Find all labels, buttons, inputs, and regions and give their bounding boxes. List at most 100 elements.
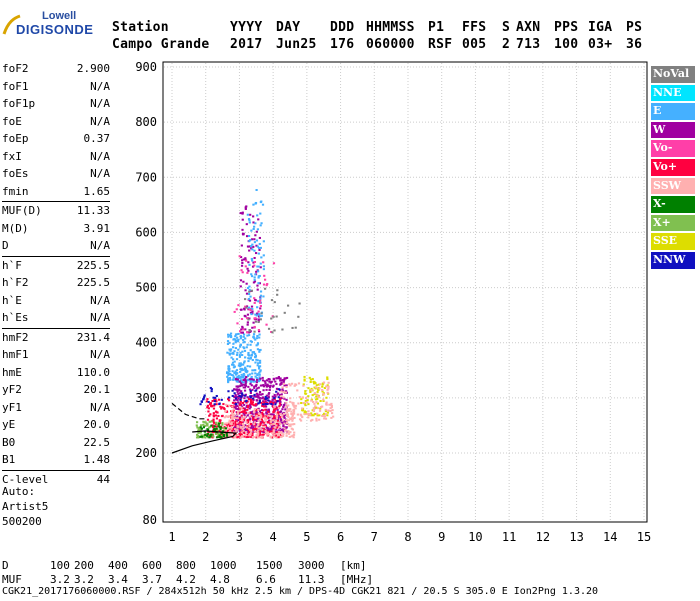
data-point-xminus bbox=[225, 433, 228, 436]
data-point-w bbox=[285, 376, 289, 379]
data-point-voplus bbox=[277, 411, 280, 414]
data-point-ssw bbox=[275, 436, 278, 439]
data-point-w bbox=[248, 418, 251, 421]
data-point-w bbox=[255, 230, 258, 233]
data-point-voplus bbox=[212, 426, 215, 429]
data-point-xminus bbox=[213, 425, 216, 428]
data-point-e bbox=[253, 249, 256, 252]
data-point-ssw bbox=[302, 401, 305, 404]
header-value-cell-0: Campo Grande bbox=[112, 37, 210, 52]
data-point-w bbox=[249, 391, 252, 394]
data-point-sse bbox=[303, 378, 306, 381]
data-point-w bbox=[254, 234, 257, 237]
data-point-sse bbox=[306, 399, 309, 402]
data-point-e bbox=[230, 356, 233, 359]
data-point-ssw bbox=[301, 407, 304, 410]
logo-line1: Lowell bbox=[42, 10, 77, 22]
plot-frame bbox=[162, 61, 648, 523]
data-point-w bbox=[280, 428, 283, 431]
data-point-e bbox=[254, 380, 257, 383]
data-point-ssw bbox=[289, 407, 292, 410]
data-point-voplus bbox=[247, 429, 251, 432]
data-point-sse bbox=[312, 414, 315, 417]
data-point-ssw bbox=[256, 436, 259, 439]
data-point-ssw bbox=[227, 421, 231, 424]
data-point-w bbox=[250, 238, 254, 241]
data-point-e bbox=[262, 240, 265, 243]
data-point-e bbox=[226, 351, 229, 354]
data-point-sse bbox=[315, 395, 318, 398]
data-point-e bbox=[227, 367, 230, 370]
data-point-w bbox=[256, 312, 259, 315]
data-point-voplus bbox=[208, 403, 212, 406]
data-point-e bbox=[258, 361, 262, 364]
data-point-nnw bbox=[233, 392, 236, 395]
data-point-w bbox=[253, 280, 257, 283]
data-point-voplus bbox=[269, 400, 272, 403]
data-point-w bbox=[235, 395, 238, 398]
data-point-w bbox=[281, 412, 284, 415]
data-point-w bbox=[239, 212, 242, 215]
data-point-w bbox=[244, 427, 247, 430]
data-point-voplus bbox=[243, 432, 246, 435]
data-point-ssw bbox=[223, 416, 226, 419]
data-point-xplus bbox=[212, 435, 215, 438]
data-point-ssw bbox=[315, 419, 318, 422]
data-point-w bbox=[264, 400, 267, 403]
data-point-w bbox=[271, 413, 274, 416]
data-point-voplus bbox=[253, 424, 256, 427]
data-point-e bbox=[254, 354, 258, 357]
data-point-nnw bbox=[273, 397, 276, 400]
data-point-voplus bbox=[237, 422, 240, 425]
data-point-w bbox=[239, 279, 243, 282]
data-point-noval bbox=[250, 289, 253, 292]
data-point-ssw bbox=[301, 396, 304, 399]
data-point-w bbox=[236, 395, 239, 398]
data-point-w bbox=[243, 386, 247, 389]
data-point-noval bbox=[273, 301, 276, 304]
data-point-ssw bbox=[322, 381, 326, 384]
data-point-nnw bbox=[264, 397, 267, 400]
data-point-w bbox=[239, 397, 243, 400]
data-point-vominus bbox=[262, 261, 265, 264]
param-key: D bbox=[2, 239, 9, 252]
data-point-ssw bbox=[330, 416, 333, 419]
header-value-cell-3: 176 bbox=[330, 37, 355, 52]
y-tick-label: 900 bbox=[135, 60, 157, 74]
data-point-w bbox=[262, 400, 265, 403]
data-point-w bbox=[262, 384, 265, 387]
data-point-e bbox=[249, 349, 252, 352]
data-point-w bbox=[281, 429, 285, 432]
data-point-w bbox=[246, 313, 250, 316]
data-point-voplus bbox=[206, 406, 209, 409]
param-key: hmF2 bbox=[2, 330, 29, 344]
data-point-ssw bbox=[281, 434, 285, 437]
data-point-e bbox=[227, 377, 230, 380]
data-point-e bbox=[262, 295, 265, 298]
data-point-w bbox=[254, 384, 257, 387]
logo-line2: DIGISONDE bbox=[16, 22, 94, 37]
data-point-e bbox=[236, 376, 239, 379]
data-point-w bbox=[268, 378, 271, 381]
data-point-w bbox=[242, 280, 245, 283]
data-point-w bbox=[242, 394, 245, 397]
data-point-e bbox=[252, 380, 255, 383]
data-point-e bbox=[237, 374, 240, 377]
data-point-sse bbox=[323, 387, 327, 390]
data-point-nnw bbox=[244, 400, 247, 403]
polarization-legend: NoVal NNE E W Vo- Vo+ SSW X- X+ SSE NNW bbox=[651, 66, 695, 271]
data-point-ssw bbox=[228, 404, 231, 407]
data-point-w bbox=[244, 257, 247, 260]
data-point-ssw bbox=[256, 433, 260, 436]
mufrow-value: 3.7 bbox=[142, 573, 162, 586]
data-point-ssw bbox=[258, 413, 261, 416]
data-point-e bbox=[229, 332, 233, 335]
data-point-ssw bbox=[325, 385, 328, 388]
data-point-noval bbox=[243, 298, 247, 301]
data-point-e bbox=[255, 376, 258, 379]
param-value: N/A bbox=[90, 167, 110, 180]
data-point-ssw bbox=[272, 435, 275, 438]
data-point-xplus bbox=[206, 424, 209, 427]
param-value: 20.0 bbox=[83, 418, 111, 431]
data-point-voplus bbox=[259, 423, 262, 426]
